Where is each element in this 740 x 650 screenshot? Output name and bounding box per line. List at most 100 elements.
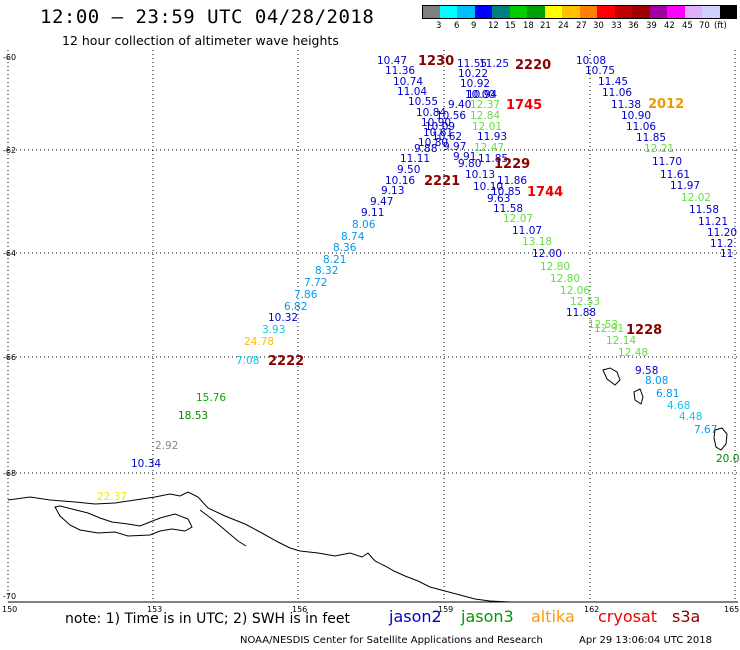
wave-height-reading: 11.97 <box>670 180 701 192</box>
wave-height-reading: 4.68 <box>667 400 691 412</box>
wave-height-reading: 10.74 <box>393 76 424 88</box>
wave-height-reading: 10.16 <box>385 175 416 187</box>
wave-height-reading: 11.11 <box>400 153 431 165</box>
wave-height-reading: 18.53 <box>178 410 209 422</box>
wave-height-reading: 11.07 <box>512 225 543 237</box>
wave-height-reading: 10.56 <box>436 110 467 122</box>
wave-height-reading: 9.50 <box>397 164 421 176</box>
color-scale-label: 21 <box>540 21 551 31</box>
wave-height-reading: 11.88 <box>566 307 597 319</box>
lon-label: 150 <box>2 605 18 614</box>
lon-label: 162 <box>584 605 600 614</box>
pass-time-label: 1228 <box>626 323 663 338</box>
wave-height-reading: 8.36 <box>333 242 357 254</box>
wave-height-reading: 6.82 <box>284 301 308 313</box>
wave-height-reading: 9.80 <box>458 158 482 170</box>
map-subtitle: 12 hour collection of altimeter wave hei… <box>62 33 339 48</box>
wave-height-reading: 7.72 <box>304 277 328 289</box>
lon-label: 156 <box>292 605 308 614</box>
wave-height-reading: 11.36 <box>385 65 416 77</box>
wave-height-reading: 10.75 <box>585 65 616 77</box>
wave-height-reading: 9.58 <box>635 365 659 377</box>
legend-altika: altika <box>531 607 575 626</box>
wave-height-reading: 2.92 <box>155 440 179 452</box>
wave-height-reading: 10.61 <box>423 127 454 139</box>
pass-time-label: 1744 <box>527 185 564 200</box>
color-scale-swatch <box>492 5 510 19</box>
wave-height-reading: 12.84 <box>470 110 501 122</box>
wave-height-reading: 12.53 <box>570 296 601 308</box>
legend-jason2: jason2 <box>389 607 442 626</box>
wave-height-reading: 10.85 <box>491 186 522 198</box>
pass-time-label: 1230 <box>418 54 455 69</box>
wave-height-reading: 9.91 <box>453 151 477 163</box>
wave-height-reading: 12.37 <box>470 99 501 111</box>
wave-height-reading: 11.04 <box>397 86 428 98</box>
wave-height-reading: 10.62 <box>432 131 463 143</box>
color-scale-frame <box>422 5 737 19</box>
wave-height-reading: 8.32 <box>315 265 339 277</box>
wave-height-reading: 9.40 <box>448 99 472 111</box>
wave-height-reading: 11.06 <box>626 121 657 133</box>
wave-height-reading: 11.93 <box>477 131 508 143</box>
color-scale-label: 42 <box>664 21 675 31</box>
color-scale-swatch <box>632 5 650 19</box>
color-scale-swatch <box>457 5 475 19</box>
wave-height-reading: 10.22 <box>458 68 489 80</box>
pass-time-label: 2012 <box>648 97 685 112</box>
wave-height-reading: 11.61 <box>660 169 691 181</box>
wave-height-reading: 10.32 <box>268 312 299 324</box>
color-scale-label: 27 <box>576 21 587 31</box>
color-scale-swatch <box>562 5 580 19</box>
wave-height-reading: 12.06 <box>560 285 591 297</box>
lat-label: -60 <box>3 53 17 62</box>
wave-height-reading: 8.06 <box>352 219 376 231</box>
color-scale-label: 30 <box>593 21 604 31</box>
color-scale-label: 36 <box>628 21 639 31</box>
wave-height-reading: 11.21 <box>698 216 729 228</box>
timestamp-text: Apr 29 13:06:04 UTC 2018 <box>579 635 712 646</box>
wave-height-reading: 7.86 <box>294 289 318 301</box>
pass-time-label: 2220 <box>515 58 552 73</box>
pass-time-label: 2222 <box>268 354 305 369</box>
wave-height-reading: 10.00 <box>465 89 496 101</box>
wave-height-reading: 10.80 <box>418 137 449 149</box>
wave-height-reading: 10.13 <box>465 169 496 181</box>
wave-height-reading: 12.53 <box>588 319 619 331</box>
color-scale-label: 45 <box>682 21 693 31</box>
wave-height-reading: 9.63 <box>487 193 511 205</box>
wave-height-reading: 15.76 <box>196 392 227 404</box>
wave-height-reading: 12.00 <box>532 248 563 260</box>
color-scale-swatch <box>667 5 685 19</box>
color-scale-swatch <box>509 5 527 19</box>
wave-height-reading: 11.58 <box>493 203 524 215</box>
wave-height-reading: 9.88 <box>414 143 438 155</box>
wave-height-reading: 11.85 <box>636 132 667 144</box>
wave-height-reading: 10.90 <box>621 110 652 122</box>
grid-lines <box>8 50 738 602</box>
wave-height-reading: 10.84 <box>416 107 447 119</box>
legend-s3a: s3a <box>672 607 701 626</box>
color-scale-label: 18 <box>523 21 534 31</box>
lat-label: -66 <box>3 353 17 362</box>
wave-height-reading: 8.74 <box>341 231 365 243</box>
wave-height-reading: 12.47 <box>474 142 505 154</box>
footer-note: note: 1) Time is in UTC; 2) SWH is in fe… <box>65 611 351 627</box>
legend-jason3: jason3 <box>461 607 514 626</box>
wave-height-reading: 10.08 <box>576 55 607 67</box>
wave-height-reading: 7.67 <box>694 424 718 436</box>
color-scale-swatch <box>684 5 702 19</box>
wave-height-reading: 9.47 <box>370 196 394 208</box>
map-title: 12:00 – 23:59 UTC 04/28/2018 <box>40 6 375 28</box>
wave-height-reading: 10.34 <box>131 458 162 470</box>
wave-height-reading: 6.81 <box>656 388 680 400</box>
wave-height-reading: 11.45 <box>598 76 629 88</box>
wave-height-reading: 20.04 <box>716 453 740 465</box>
wave-height-reading: 12.01 <box>472 121 503 133</box>
color-scale-swatch <box>474 5 492 19</box>
wave-height-reading: 10.09 <box>425 121 456 133</box>
color-scale-label: 15 <box>505 21 516 31</box>
wave-height-reading: 11.2 <box>710 238 734 250</box>
